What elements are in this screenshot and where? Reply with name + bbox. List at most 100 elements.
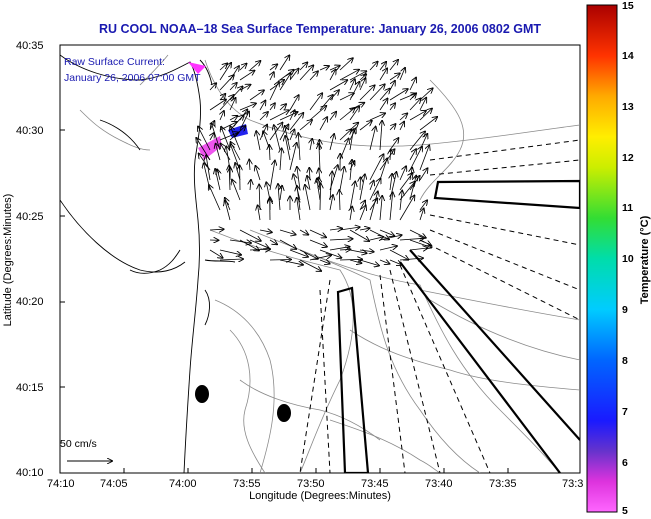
current-vector	[319, 144, 320, 171]
current-vector	[379, 235, 402, 241]
current-vector	[229, 116, 237, 120]
current-vector	[349, 107, 359, 121]
x-tick-label: 73:45	[361, 478, 389, 490]
current-vector	[259, 101, 265, 111]
current-vector	[369, 154, 384, 181]
current-vector	[317, 179, 320, 201]
current-vector	[209, 185, 221, 211]
current-vector	[389, 73, 400, 81]
current-vector	[279, 104, 286, 111]
current-vector	[299, 249, 318, 259]
current-vector	[320, 184, 321, 211]
colorbar-tick: 8	[622, 355, 628, 367]
current-vector	[350, 207, 352, 221]
current-vector	[239, 71, 254, 81]
current-vector	[400, 191, 402, 211]
current-vector	[349, 79, 355, 91]
map-title: RU COOL NOAA–18 Sea Surface Temperature:…	[98, 22, 542, 36]
y-tick-label: 40:10	[16, 467, 44, 479]
x-tick-label: 74:10	[47, 478, 75, 490]
plot-frame	[59, 44, 581, 474]
station-dot	[277, 404, 291, 422]
current-vector	[389, 124, 396, 131]
current-vector	[380, 121, 382, 151]
current-vector	[250, 180, 251, 191]
current-vector	[399, 173, 413, 191]
current-vector	[349, 129, 354, 151]
current-vector	[210, 133, 214, 141]
current-vector	[320, 140, 321, 151]
current-vector	[380, 196, 382, 221]
colorbar-tick: 10	[622, 253, 634, 265]
colorbar-tick: 15	[622, 0, 634, 12]
current-vector	[389, 60, 398, 71]
current-vector	[339, 167, 344, 191]
current-vector	[235, 163, 241, 181]
current-vector	[390, 193, 393, 221]
current-vector	[419, 117, 437, 131]
current-vector	[299, 63, 307, 71]
current-vector	[215, 169, 221, 191]
current-vector	[369, 62, 378, 71]
station-dot	[195, 385, 209, 403]
current-vector	[379, 62, 386, 71]
current-vector	[309, 106, 326, 121]
colorbar-title: Temperature (°C)	[639, 215, 651, 305]
current-vector	[409, 248, 428, 250]
scale-label: 50 cm/s	[60, 438, 97, 450]
current-vector	[379, 159, 387, 181]
current-vector	[309, 93, 322, 111]
current-vector	[330, 195, 333, 211]
current-vector	[259, 230, 272, 232]
x-tick-label: 73:50	[297, 478, 325, 490]
current-vector	[209, 83, 216, 91]
current-vector	[409, 149, 416, 161]
current-vector	[249, 249, 270, 250]
current-vector	[349, 260, 361, 263]
legend-line-1: Raw Surface Current:	[64, 56, 165, 68]
current-vector	[399, 166, 406, 181]
current-vector	[216, 144, 221, 161]
current-vector	[399, 258, 423, 260]
x-tick-label: 73:55	[233, 478, 261, 490]
colorbar-tick: 6	[622, 457, 628, 469]
current-vector	[279, 239, 296, 249]
y-tick-label: 40:15	[16, 382, 44, 394]
current-vector	[269, 161, 275, 191]
current-vector	[369, 179, 381, 201]
current-vector	[359, 121, 372, 131]
current-vector	[229, 126, 246, 141]
y-tick-label: 40:25	[16, 211, 44, 223]
current-vector	[329, 70, 336, 81]
colorbar	[586, 4, 618, 513]
coastline	[60, 54, 236, 473]
current-vector	[419, 98, 426, 111]
colorbar-tick: 9	[622, 304, 628, 316]
current-vector	[409, 78, 416, 91]
current-vector	[359, 259, 379, 266]
current-vector	[279, 74, 291, 91]
current-vector	[350, 160, 352, 181]
current-vector	[270, 103, 275, 111]
current-vector	[319, 66, 329, 70]
current-vector	[280, 148, 282, 171]
current-vector	[239, 239, 259, 251]
current-vector	[206, 155, 211, 181]
current-vector	[389, 103, 395, 111]
colorbar-tick: 14	[622, 50, 634, 62]
current-vector	[339, 93, 354, 101]
current-vector	[269, 145, 270, 161]
current-vector	[349, 250, 367, 253]
current-vector	[256, 131, 261, 151]
current-vector	[285, 136, 291, 161]
current-vector	[269, 110, 289, 121]
current-vector	[289, 95, 299, 111]
y-tick-label: 40:20	[16, 296, 44, 308]
colorbar-tick: 11	[622, 202, 634, 214]
current-vector	[359, 85, 375, 101]
current-vector	[339, 70, 359, 81]
current-vector	[279, 229, 296, 235]
current-vector	[379, 69, 387, 81]
current-vector	[309, 71, 318, 81]
current-vector	[399, 68, 405, 81]
